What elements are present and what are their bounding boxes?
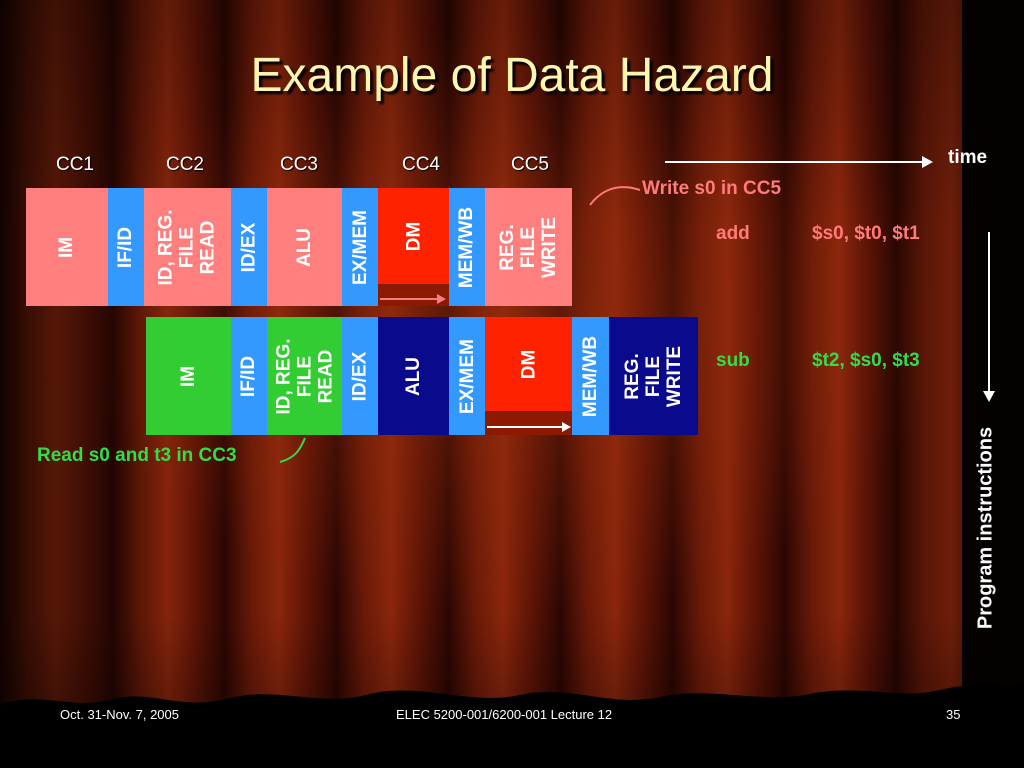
stage-reg-read: ID, REG. FILE READ	[267, 317, 342, 435]
stage-label: ID, REG. FILE READ	[273, 337, 337, 415]
footer-course: ELEC 5200-001/6200-001 Lecture 12	[396, 707, 613, 722]
stage-alu: ALU	[378, 317, 449, 435]
dm-bypass-arrow	[380, 294, 446, 304]
stage-label: ALU	[403, 356, 424, 396]
stage-label: DM	[518, 349, 539, 379]
cc2-label: CC2	[165, 154, 204, 175]
dm-bypass	[378, 284, 449, 306]
cc3-label: CC3	[279, 154, 318, 175]
stage-alu: ALU	[267, 188, 342, 306]
stage-reg-write: REG. FILE WRITE	[609, 317, 698, 435]
program-instructions-label: Program instructions	[974, 426, 997, 630]
stage-mem-wb: MEM/WB	[572, 317, 609, 435]
stage-label: ID, REG. FILE READ	[155, 208, 219, 286]
cc4-label: CC4	[401, 154, 440, 175]
stage-label: REG. FILE WRITE	[497, 216, 560, 278]
stage-ex-mem: EX/MEM	[342, 188, 378, 306]
stage-reg-write: REG. FILE WRITE	[485, 188, 572, 306]
stage-id-ex: ID/EX	[231, 188, 267, 306]
stage-if-id: IF/ID	[108, 188, 144, 306]
stage-ex-mem: EX/MEM	[449, 317, 485, 435]
stage-label: IM	[177, 365, 199, 387]
instr-add-operands: $s0, $t0, $t1	[812, 223, 920, 244]
stage-label: ID/EX	[349, 351, 371, 401]
instr-sub-op: sub	[716, 350, 750, 371]
slide-title: Example of Data Hazard	[250, 49, 774, 102]
footer-date: Oct. 31-Nov. 7, 2005	[60, 707, 179, 722]
time-label: time	[948, 147, 988, 168]
stage-label: REG. FILE WRITE	[622, 345, 685, 407]
instr-sub-operands: $t2, $s0, $t3	[812, 350, 920, 371]
time-arrow	[665, 156, 933, 168]
dm-bypass	[485, 411, 572, 435]
dm-bypass-arrow	[487, 422, 571, 432]
stage-im: IM	[26, 188, 108, 306]
read-note: Read s0 and t3 in CC3	[37, 445, 237, 466]
stage-label: ALU	[294, 227, 315, 267]
stage-im: IM	[146, 317, 231, 435]
footer-page-number: 35	[946, 707, 961, 722]
stage-label: IF/ID	[238, 355, 260, 397]
program-arrow	[983, 232, 995, 402]
right-curtain	[962, 0, 1024, 700]
stage-label: MEM/WB	[456, 206, 478, 288]
write-note: Write s0 in CC5	[642, 178, 782, 199]
stage-label: ID/EX	[238, 222, 260, 272]
stage-label: DM	[403, 221, 424, 251]
stage-label: MEM/WB	[580, 335, 602, 417]
stage-dm: DM	[378, 188, 449, 284]
stage-label: IM	[56, 236, 78, 258]
cc5-label: CC5	[510, 154, 549, 175]
cc1-label: CC1	[55, 154, 94, 175]
stage-label: IF/ID	[115, 226, 137, 268]
stage-dm: DM	[485, 317, 572, 411]
stage-mem-wb: MEM/WB	[449, 188, 485, 306]
stage-id-ex: ID/EX	[342, 317, 378, 435]
stage-reg-read: ID, REG. FILE READ	[144, 188, 231, 306]
stage-label: EX/MEM	[349, 209, 371, 285]
stage-if-id: IF/ID	[231, 317, 267, 435]
stage-label: EX/MEM	[456, 338, 478, 414]
instr-add-op: add	[716, 223, 750, 244]
